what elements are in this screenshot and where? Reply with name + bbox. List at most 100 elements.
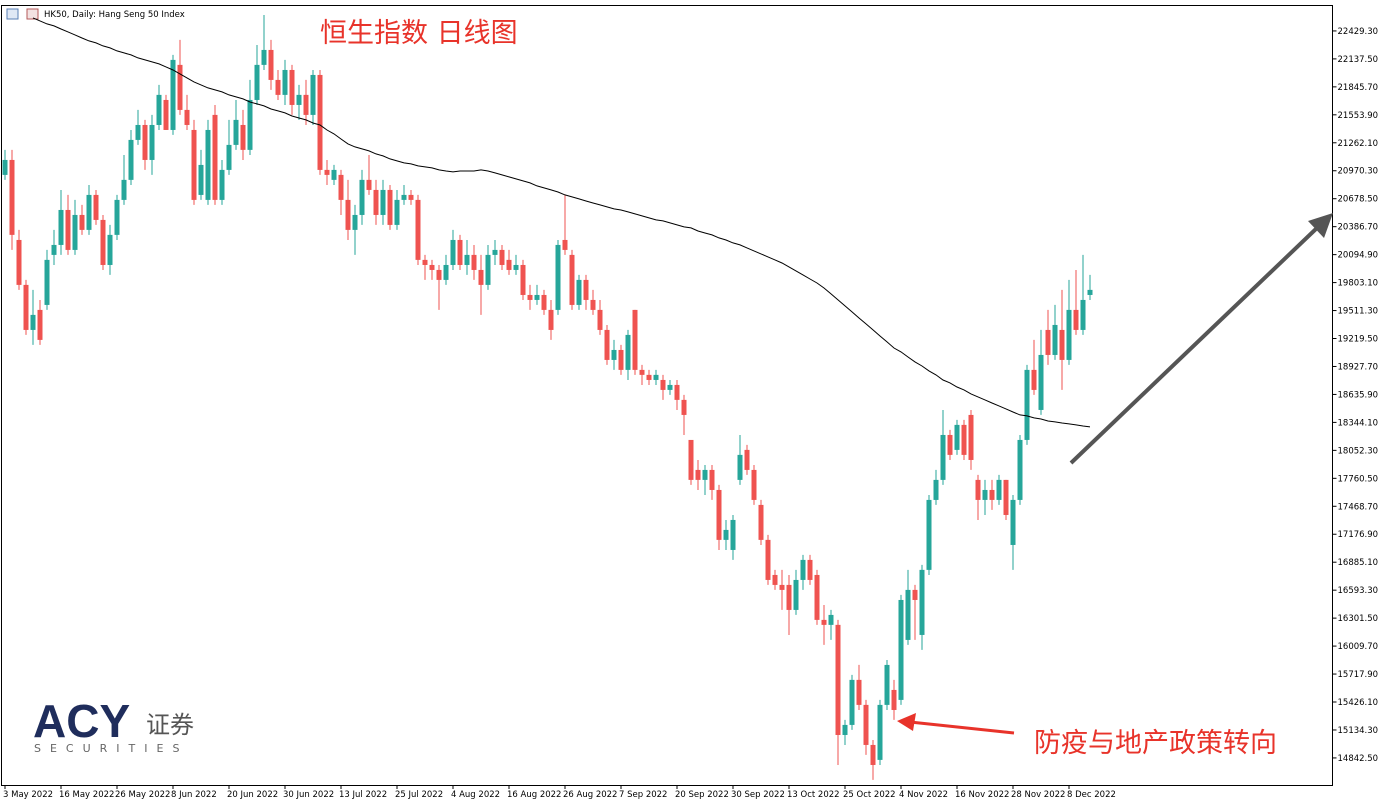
- x-tick-label: 28 Nov 2022: [1011, 790, 1065, 800]
- candle-body: [65, 209, 71, 250]
- candle-body: [758, 504, 764, 540]
- candle-body: [23, 284, 29, 330]
- candle-body: [471, 254, 477, 270]
- candle-body: [429, 264, 435, 270]
- candle-body: [93, 194, 99, 220]
- y-tick-label: 17176.90: [1338, 530, 1379, 540]
- candle-body: [79, 214, 85, 230]
- candle-body: [975, 479, 981, 500]
- candle-body: [226, 144, 232, 170]
- x-tick-label: 30 Jun 2022: [283, 790, 334, 800]
- y-tick-label: 18635.90: [1338, 390, 1379, 400]
- candle-body: [212, 114, 218, 200]
- candle-body: [156, 94, 162, 125]
- x-tick-label: 13 Jul 2022: [339, 790, 387, 800]
- candle-body: [520, 264, 526, 295]
- candle-body: [261, 49, 267, 65]
- candle-body: [415, 199, 421, 260]
- candle-body: [744, 449, 750, 470]
- candle-body: [324, 169, 330, 175]
- candle-body: [653, 374, 659, 380]
- candle-body: [723, 529, 729, 540]
- candle-body: [331, 169, 337, 180]
- x-tick-label: 16 Nov 2022: [955, 790, 1009, 800]
- y-tick-label: 18344.10: [1338, 418, 1379, 428]
- candle-body: [835, 624, 841, 735]
- candle-body: [793, 579, 799, 610]
- candle-body: [1045, 329, 1051, 355]
- candle-body: [667, 384, 673, 390]
- y-tick-label: 15717.90: [1338, 670, 1379, 680]
- candle-body: [786, 584, 792, 610]
- x-tick-label: 25 Oct 2022: [843, 790, 896, 800]
- candle-body: [499, 249, 505, 265]
- candle-body: [275, 79, 281, 95]
- candle-body: [184, 109, 190, 125]
- x-tick-label: 20 Jun 2022: [227, 790, 278, 800]
- candle-body: [51, 244, 57, 255]
- candle-body: [842, 724, 848, 735]
- candle-body: [940, 434, 946, 480]
- candle-body: [366, 179, 372, 190]
- candle-body: [954, 424, 960, 450]
- y-tick-label: 21845.70: [1338, 83, 1379, 93]
- x-tick-label: 4 Nov 2022: [899, 790, 948, 800]
- candle-body: [16, 239, 22, 285]
- y-tick-label: 19219.50: [1338, 335, 1379, 345]
- x-tick-label: 7 Sep 2022: [619, 790, 667, 800]
- y-tick-label: 16593.30: [1338, 586, 1379, 596]
- y-tick-label: 15426.10: [1338, 698, 1379, 708]
- x-tick-label: 30 Sep 2022: [731, 790, 785, 800]
- y-tick-label: 20386.70: [1338, 223, 1379, 233]
- candle-body: [548, 309, 554, 330]
- candle-body: [968, 414, 974, 460]
- candle-body: [534, 294, 540, 300]
- candle-body: [44, 259, 50, 305]
- candle-body: [625, 334, 631, 370]
- y-tick-label: 14842.50: [1338, 754, 1379, 764]
- candle-body: [912, 589, 918, 600]
- candle-body: [37, 309, 43, 340]
- candle-body: [800, 559, 806, 580]
- x-tick-label: 13 Oct 2022: [787, 790, 840, 800]
- candle-body: [751, 469, 757, 500]
- moving-average: [32, 17, 1091, 428]
- candle-body: [443, 264, 449, 280]
- candle-body: [373, 189, 379, 215]
- candle-body: [639, 369, 645, 375]
- candle-body: [688, 439, 694, 480]
- x-tick-label: 20 Sep 2022: [675, 790, 729, 800]
- candle-body: [9, 159, 15, 235]
- y-tick-label: 16301.50: [1338, 614, 1379, 624]
- candle-body: [604, 329, 610, 360]
- candle-body: [1080, 299, 1086, 330]
- arrow-head: [1308, 213, 1333, 238]
- candle-body: [1031, 369, 1037, 390]
- candle-body: [352, 214, 358, 230]
- candle-body: [1052, 324, 1058, 355]
- candle-body: [926, 499, 932, 570]
- candle-body: [527, 294, 533, 300]
- candle-body: [863, 704, 869, 745]
- candle-body: [765, 539, 771, 580]
- logo-text: 证券: [146, 711, 194, 739]
- candle-body: [877, 704, 883, 760]
- y-tick-label: 22137.50: [1338, 55, 1379, 65]
- chart-header: HK50, Daily: Hang Seng 50 Index: [44, 10, 185, 20]
- candle-body: [198, 164, 204, 195]
- y-tick-label: 21262.10: [1338, 139, 1379, 149]
- candle-body: [457, 239, 463, 265]
- candle-body: [128, 139, 134, 180]
- candle-body: [961, 424, 967, 455]
- candle-body: [891, 689, 897, 710]
- candle-body: [58, 209, 64, 245]
- candle-body: [989, 489, 995, 500]
- candle-body: [177, 64, 183, 110]
- candle-body: [380, 189, 386, 215]
- icon: [6, 8, 19, 20]
- candle-body: [289, 69, 295, 105]
- x-tick-label: 16 May 2022: [59, 790, 114, 800]
- candle-body: [772, 574, 778, 585]
- candle-body: [394, 199, 400, 225]
